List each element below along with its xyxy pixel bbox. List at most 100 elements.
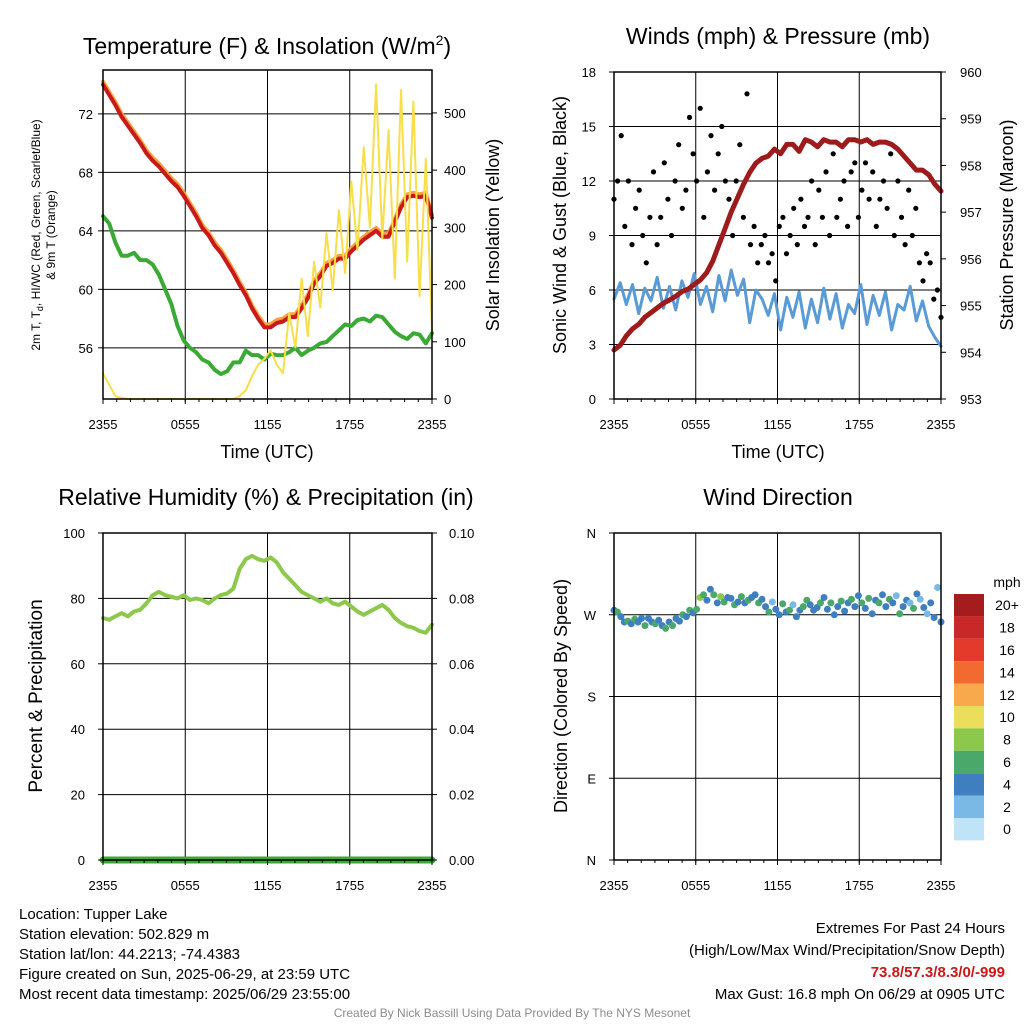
gust-point — [658, 214, 664, 220]
direction-point — [638, 614, 645, 622]
x-tick-label: 0555 — [681, 878, 710, 893]
gust-point — [751, 223, 757, 229]
direction-point — [617, 613, 625, 621]
winds-pressure-chart: Winds (mph) & Pressure (mb) Time (UTC) S… — [550, 23, 1017, 462]
direction-point — [799, 603, 807, 611]
insolation-y-tick-label: 0 — [444, 392, 451, 407]
pressure-y-tick-label: 954 — [960, 345, 982, 360]
gust-point — [615, 178, 621, 184]
humidity-y-axis-label: Percent & Precipitation — [26, 599, 47, 792]
colorbar-swatch — [954, 661, 984, 684]
gust-point — [823, 169, 829, 175]
colorbar-label: 14 — [999, 664, 1015, 680]
x-tick-label: 0555 — [171, 878, 200, 893]
gust-point — [690, 151, 696, 157]
gust-point — [812, 242, 818, 248]
temperature-y-axis-label: 2m T, Td, HI/WC (Red, Green, Scarlet/Blu… — [29, 119, 45, 350]
direction-point — [823, 605, 831, 613]
temperature-y-tick-label: 56 — [79, 341, 93, 356]
direction-point — [713, 599, 721, 607]
x-tick-label: 1755 — [335, 417, 364, 432]
gust-point — [719, 123, 725, 130]
direction-point — [717, 593, 725, 601]
direction-point — [775, 611, 783, 619]
winds-y-tick-label: 3 — [589, 338, 596, 353]
direction-point — [789, 601, 797, 609]
precipitation-y-tick-label: 0.06 — [449, 657, 474, 672]
gust-point — [787, 232, 793, 239]
gust-point — [661, 160, 667, 166]
colorbar-swatch — [954, 773, 984, 796]
gust-point — [665, 196, 671, 202]
colorbar-label: 4 — [1003, 776, 1011, 792]
gust-point — [640, 232, 646, 239]
humidity-precipitation-chart: Relative Humidity (%) & Precipitation (i… — [26, 484, 474, 893]
direction-point — [817, 599, 824, 607]
gust-point — [798, 196, 804, 202]
credit-line: Created By Nick Bassill Using Data Provi… — [333, 1006, 691, 1020]
gust-point — [636, 187, 642, 193]
direction-point — [861, 604, 869, 612]
gust-point — [679, 205, 685, 211]
colorbar-label: 18 — [999, 620, 1015, 636]
direction-point — [675, 617, 683, 625]
gust-point — [672, 178, 678, 184]
x-tick-label: 1755 — [845, 878, 874, 893]
gust-point — [722, 178, 729, 184]
colorbar-label: 6 — [1003, 754, 1011, 770]
humidity-chart-title: Relative Humidity (%) & Precipitation (i… — [58, 484, 473, 510]
temperature-series-line-1 — [101, 82, 434, 330]
gust-point — [650, 169, 657, 175]
gust-point — [701, 214, 707, 220]
figure-created: Figure created on Sun, 2025-06-29, at 23… — [19, 966, 351, 983]
gust-point — [906, 187, 912, 193]
direction-point — [875, 599, 883, 607]
direction-point — [841, 607, 849, 615]
winds-y-tick-label: 12 — [582, 174, 596, 189]
colorbar-swatch — [954, 750, 984, 774]
gust-point — [769, 251, 775, 257]
gust-point — [794, 242, 800, 248]
direction-point — [772, 605, 780, 613]
direction-point — [848, 595, 855, 603]
direction-point — [669, 622, 676, 630]
x-tick-label: 1155 — [254, 878, 282, 893]
direction-point — [758, 595, 766, 603]
direction-y-tick-label: E — [587, 771, 596, 786]
pressure-y-tick-label: 957 — [960, 205, 982, 220]
direction-point — [768, 598, 776, 606]
extremes-summary: Extremes For Past 24 Hours (High/Low/Max… — [689, 918, 1005, 1006]
winds-y-tick-label: 9 — [589, 229, 596, 244]
gust-point — [888, 151, 894, 157]
gust-point — [668, 232, 675, 239]
extremes-values: 73.8/57.3/8.3/0/-999 — [870, 964, 1005, 981]
colorbar-swatch — [954, 638, 984, 662]
pressure-y-tick-label: 955 — [960, 299, 982, 314]
gust-point — [765, 260, 772, 266]
direction-y-tick-label: S — [587, 690, 596, 705]
gust-point — [708, 133, 714, 139]
colorbar-swatch — [954, 594, 984, 617]
gust-point — [686, 114, 693, 120]
station-location: Location: Tupper Lake — [19, 906, 168, 923]
gust-point — [834, 214, 840, 220]
gust-point — [870, 169, 876, 175]
temperature-y-tick-label: 72 — [79, 107, 93, 122]
x-tick-label: 2355 — [418, 878, 447, 893]
direction-point — [682, 613, 690, 621]
temperature-y-tick-label: 60 — [79, 282, 93, 297]
humidity-series-line-0 — [101, 553, 434, 635]
direction-point — [827, 599, 835, 607]
gust-point — [819, 214, 826, 220]
winds-series-line-1 — [611, 137, 944, 353]
precipitation-y-tick-label: 0.10 — [449, 526, 474, 541]
direction-point — [737, 593, 745, 601]
gust-point — [845, 223, 851, 229]
direction-point — [879, 591, 886, 599]
direction-point — [700, 591, 707, 599]
gust-point — [737, 142, 743, 148]
pressure-y-tick-label: 956 — [960, 252, 982, 267]
winds-y-tick-label: 0 — [589, 392, 596, 407]
direction-point — [934, 584, 942, 591]
